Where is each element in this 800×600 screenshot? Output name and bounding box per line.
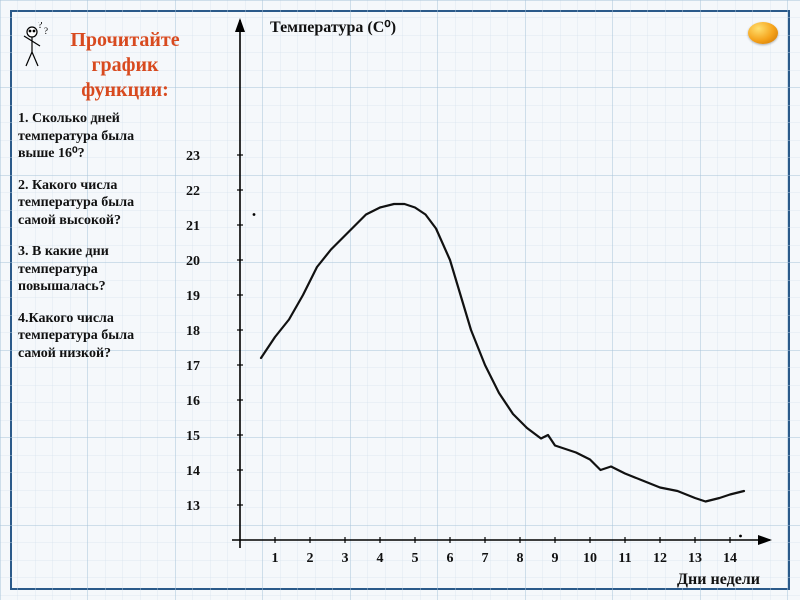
- title-line: функции:: [40, 78, 210, 103]
- title-line: график: [40, 53, 210, 78]
- svg-text:?: ?: [38, 22, 43, 31]
- svg-text:5: 5: [412, 551, 419, 566]
- question-item: 4.Какого числа температура была самой ни…: [18, 310, 168, 363]
- svg-text:2: 2: [307, 551, 314, 566]
- svg-text:8: 8: [517, 551, 524, 566]
- question-item: 3. В какие дни температура повышалась?: [18, 243, 168, 296]
- svg-text:?: ?: [44, 26, 48, 36]
- svg-text:14: 14: [186, 464, 200, 479]
- svg-text:18: 18: [186, 324, 200, 339]
- svg-text:Дни недели: Дни недели: [677, 571, 760, 588]
- svg-text:13: 13: [186, 499, 200, 514]
- svg-text:21: 21: [186, 219, 200, 234]
- svg-text:19: 19: [186, 289, 200, 304]
- svg-text:22: 22: [186, 184, 200, 199]
- svg-text:11: 11: [618, 551, 631, 566]
- questions-block: 1. Сколько дней температура была выше 16…: [18, 110, 168, 376]
- svg-text:3: 3: [342, 551, 349, 566]
- title-line: Прочитайте: [40, 28, 210, 53]
- gold-orb-icon: [748, 22, 778, 44]
- svg-text:16: 16: [186, 394, 200, 409]
- svg-text:23: 23: [186, 149, 200, 164]
- question-item: 2. Какого числа температура была самой в…: [18, 177, 168, 230]
- svg-text:13: 13: [688, 551, 702, 566]
- svg-text:9: 9: [552, 551, 559, 566]
- svg-text:6: 6: [447, 551, 454, 566]
- page-title: Прочитайте график функции:: [40, 28, 210, 103]
- svg-text:12: 12: [653, 551, 667, 566]
- svg-text:10: 10: [583, 551, 597, 566]
- svg-text:14: 14: [723, 551, 737, 566]
- svg-text:7: 7: [482, 551, 489, 566]
- question-item: 1. Сколько дней температура была выше 16…: [18, 110, 168, 163]
- svg-text:20: 20: [186, 254, 200, 269]
- svg-text:17: 17: [186, 359, 200, 374]
- svg-text:4: 4: [377, 551, 384, 566]
- svg-text:1: 1: [272, 551, 279, 566]
- svg-text:15: 15: [186, 429, 200, 444]
- thinker-icon: ? ?: [18, 22, 52, 74]
- svg-text:Температура (C⁰): Температура (C⁰): [270, 19, 396, 36]
